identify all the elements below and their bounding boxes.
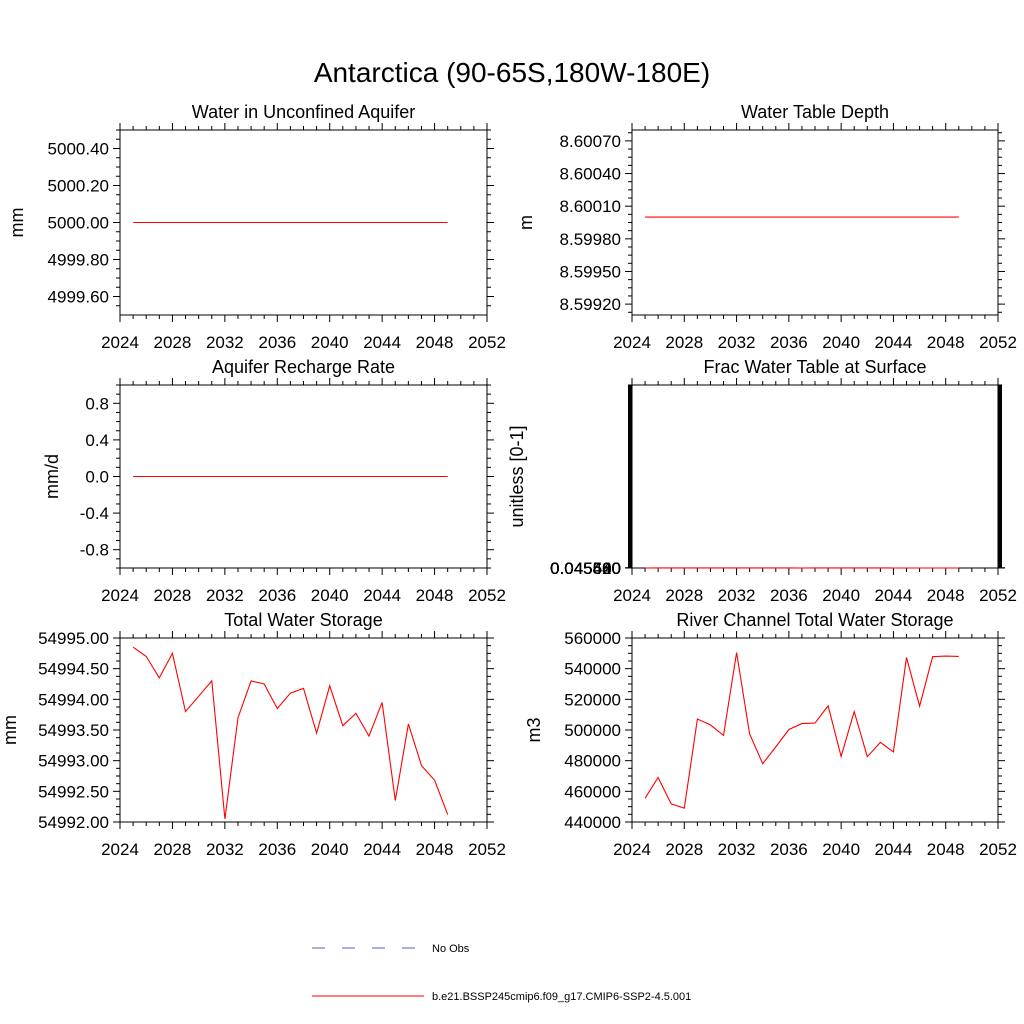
- y-axis-label: mm: [7, 208, 27, 238]
- y-tick-label: 5000.00: [48, 214, 109, 233]
- figure-title: Antarctica (90-65S,180W-180E): [314, 57, 710, 88]
- x-tick-label: 2028: [665, 333, 703, 352]
- x-tick-label: 2044: [363, 333, 401, 352]
- x-tick-label: 2040: [311, 586, 349, 605]
- x-tick-label: 2024: [101, 333, 139, 352]
- y-tick-label: 0.8: [85, 394, 109, 413]
- y-tick-label: 0.4: [85, 431, 109, 450]
- panels: Water in Unconfined Aquifer mm 2024 2028 203…: [0, 102, 1017, 859]
- panel-title: Aquifer Recharge Rate: [212, 357, 395, 377]
- panel-title: Frac Water Table at Surface: [703, 357, 926, 377]
- plot-frame: [632, 130, 998, 315]
- x-tick-label: 2052: [979, 333, 1017, 352]
- x-tick-label: 2052: [979, 586, 1017, 605]
- x-tick-label: 2036: [770, 333, 808, 352]
- x-tick-label: 2024: [101, 586, 139, 605]
- y-tick-label: 8.60040: [560, 165, 621, 184]
- y-tick-label: -0.8: [80, 541, 109, 560]
- y-axis-label: mm/d: [42, 454, 62, 499]
- x-tick-label: 2032: [718, 333, 756, 352]
- plot-frame: [632, 385, 998, 568]
- panel-2: Water Table Depth m 2024 2028 2032 2036 2040 20…: [516, 102, 1017, 352]
- x-tick-label: 2048: [927, 586, 965, 605]
- x-tick-label: 2052: [468, 586, 506, 605]
- y-tick-label: 8.59980: [560, 230, 621, 249]
- x-tick-label: 2040: [822, 333, 860, 352]
- x-tick-label: 2048: [416, 333, 454, 352]
- y-tick-label: 5000.20: [48, 177, 109, 196]
- x-tick-label: 2044: [363, 586, 401, 605]
- panel-1: Water in Unconfined Aquifer mm 2024 2028 203…: [7, 102, 506, 352]
- y-axis-label: m: [516, 215, 536, 230]
- panel-4: Frac Water Table at Surface unitless [0-1…: [507, 357, 1017, 605]
- x-tick-label: 2052: [468, 333, 506, 352]
- x-tick-label: 2048: [416, 586, 454, 605]
- x-tick-label: 2036: [258, 586, 296, 605]
- y-axis-label: unitless [0-1]: [507, 425, 527, 527]
- x-tick-label: 2032: [206, 333, 244, 352]
- y-tick-label: 8.60010: [560, 197, 621, 216]
- y-tick-label: 8.59950: [560, 262, 621, 281]
- panel-title: Water Table Depth: [741, 102, 889, 122]
- panel-title: Water in Unconfined Aquifer: [192, 102, 415, 122]
- x-tick-label: 2040: [822, 586, 860, 605]
- x-tick-label: 2024: [613, 586, 651, 605]
- x-tick-label: 2044: [875, 586, 913, 605]
- y-tick-label: -0.4: [80, 504, 109, 523]
- y-tick-label: 8.59920: [560, 295, 621, 314]
- x-tick-label: 2032: [206, 586, 244, 605]
- x-tick-label: 2036: [258, 333, 296, 352]
- panel-3: Aquifer Recharge Rate mm/d 2024 2028 2032 203…: [42, 357, 506, 605]
- x-tick-label: 2024: [613, 333, 651, 352]
- x-tick-label: 2028: [154, 586, 192, 605]
- x-tick-label: 2040: [311, 333, 349, 352]
- y-tick-label: 4999.80: [48, 251, 109, 270]
- y-tick-label: 5000.40: [48, 140, 109, 159]
- x-tick-label: 2032: [718, 586, 756, 605]
- x-tick-label: 2044: [875, 333, 913, 352]
- y-tick-label: 4999.60: [48, 288, 109, 307]
- x-tick-label: 2048: [927, 333, 965, 352]
- x-tick-label: 2036: [770, 586, 808, 605]
- y-tick-label: 0.0: [85, 468, 109, 487]
- y-tick-label: 8.60070: [560, 132, 621, 151]
- x-tick-label: 2028: [665, 586, 703, 605]
- x-tick-label: 2028: [154, 333, 192, 352]
